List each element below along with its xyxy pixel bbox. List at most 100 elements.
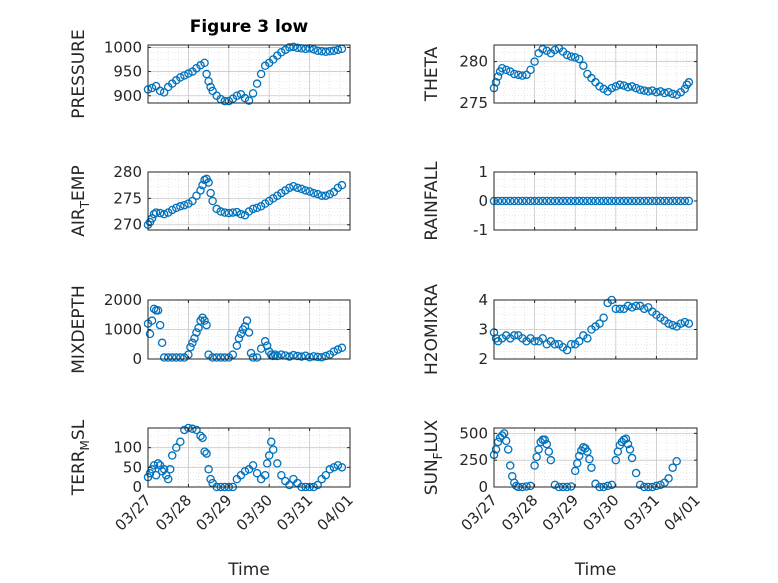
data-point (530, 196, 539, 206)
data-point (188, 338, 197, 348)
data-point (627, 196, 637, 206)
data-point (611, 82, 621, 91)
x-tick-label: 03/30 (579, 491, 622, 534)
data-point (607, 196, 616, 206)
data-point (619, 196, 629, 206)
data-point (216, 353, 225, 362)
data-point (562, 345, 572, 355)
data-point (514, 70, 523, 80)
data-point (684, 78, 694, 87)
data-point (591, 196, 600, 206)
data-point (260, 470, 270, 480)
data-point (664, 196, 673, 206)
data-point (248, 353, 258, 362)
data-point (644, 196, 653, 206)
data-point (664, 474, 673, 483)
data-point (248, 461, 258, 470)
x-tick-label: 04/01 (314, 491, 357, 534)
data-point (204, 77, 213, 86)
data-point (232, 341, 242, 350)
data-point (329, 46, 339, 56)
data-point (660, 88, 669, 98)
data-point (550, 339, 560, 349)
data-point (595, 196, 604, 206)
data-point (542, 439, 552, 449)
data-point (246, 348, 256, 358)
data-point (534, 196, 543, 206)
data-point (668, 320, 677, 330)
data-point (652, 87, 661, 97)
data-point (309, 188, 318, 198)
y-axis-label: THETA (422, 46, 442, 102)
data-point (289, 42, 298, 52)
data-point (337, 343, 347, 353)
data-point (619, 81, 629, 90)
y-tick-label: 0 (478, 478, 488, 496)
data-point (216, 207, 225, 216)
data-point (575, 337, 584, 346)
data-point (522, 196, 531, 206)
data-point (163, 353, 173, 362)
data-point (159, 209, 169, 219)
data-point (196, 431, 205, 441)
data-point (186, 342, 195, 352)
data-point (544, 447, 554, 456)
y-axis-label: AIRTEMP (69, 165, 92, 236)
data-point (252, 203, 262, 213)
data-point (198, 433, 207, 443)
data-point (652, 481, 661, 491)
y-tick-label: 2000 (104, 291, 142, 309)
data-point (159, 88, 169, 97)
data-point (550, 480, 560, 490)
data-point (532, 452, 541, 462)
data-point (579, 196, 588, 206)
subplot-air_temp: 270 275 280 AIRTEMP (69, 163, 351, 237)
data-point (526, 65, 535, 75)
data-point (313, 46, 322, 56)
data-point (644, 87, 653, 96)
data-point (635, 480, 645, 490)
data-point (611, 304, 621, 314)
data-point (656, 87, 665, 96)
y-tick-label: 275 (113, 189, 142, 207)
data-point (234, 334, 244, 343)
y-tick-label: 0 (478, 192, 488, 210)
data-point (252, 353, 262, 362)
y-axis-label: H2OMIXRA (422, 284, 442, 375)
data-point (167, 353, 177, 362)
data-point (530, 461, 539, 470)
data-point (240, 322, 250, 331)
y-tick-label: 900 (113, 87, 142, 105)
data-point (285, 352, 294, 361)
y-tick-label: 280 (113, 163, 142, 181)
data-point (497, 63, 507, 73)
x-tick-label: 03/31 (620, 491, 663, 534)
y-axis-label: MIXDEPTH (69, 285, 89, 374)
data-point (526, 196, 535, 206)
data-point (546, 196, 556, 206)
y-tick-label: 50 (123, 458, 142, 476)
data-point (309, 45, 318, 54)
data-point (204, 465, 213, 474)
data-point (277, 350, 286, 359)
data-point (333, 45, 343, 55)
data-point (534, 445, 543, 454)
y-tick-label: -1 (473, 221, 488, 239)
data-point (236, 329, 246, 339)
data-point (155, 208, 165, 218)
data-point (505, 196, 515, 206)
data-point (224, 208, 234, 218)
y-tick-label: 270 (113, 216, 142, 234)
data-point (627, 453, 637, 463)
data-point (248, 204, 258, 214)
data-point (180, 71, 189, 80)
data-point (558, 196, 568, 206)
data-point (313, 480, 322, 490)
data-point (208, 353, 217, 362)
x-tick-label: 03/29 (539, 491, 582, 534)
data-point (228, 350, 238, 359)
subplot-pressure: 900 950 1000 PRESSURE (69, 29, 351, 119)
data-point (266, 350, 276, 359)
data-point (285, 183, 294, 193)
data-point (639, 196, 649, 206)
